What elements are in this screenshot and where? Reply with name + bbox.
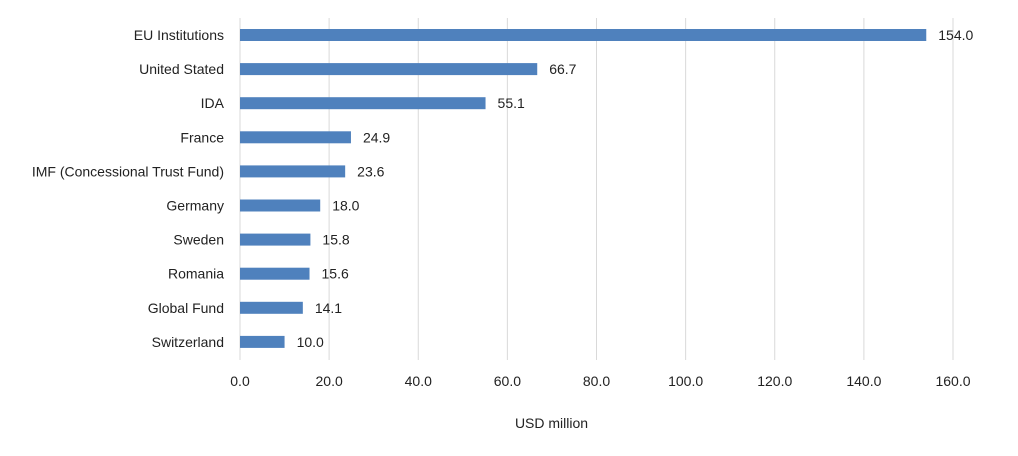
bar	[240, 301, 303, 314]
category-label: France	[180, 129, 224, 145]
data-label: 23.6	[357, 163, 384, 179]
data-label: 15.6	[322, 266, 349, 282]
x-tick-label: 0.0	[230, 373, 250, 389]
category-label: Sweden	[173, 232, 224, 248]
category-label: Global Fund	[148, 300, 224, 316]
data-label: 24.9	[363, 129, 390, 145]
bar	[240, 199, 321, 212]
x-axis-title: USD million	[515, 415, 588, 431]
category-labels: EU Institutions United Stated IDA France IMF…	[32, 27, 225, 350]
x-tick-label: 60.0	[494, 373, 521, 389]
bar	[240, 97, 486, 110]
bar	[240, 63, 538, 76]
category-label: Romania	[168, 266, 224, 282]
category-label: IDA	[201, 95, 225, 111]
data-labels: 154.0 66.7 55.1 24.9 23.6 18.0 15.8 15.6 14.1 10.…	[297, 27, 974, 350]
x-axis-tick-labels: 0.0 20.0 40.0 60.0 80.0 100.0 120.0 140.0 160.0	[230, 373, 970, 389]
data-label: 55.1	[498, 95, 525, 111]
x-tick-label: 100.0	[668, 373, 703, 389]
data-label: 10.0	[297, 334, 324, 350]
data-label: 18.0	[332, 198, 359, 214]
bars	[240, 29, 927, 348]
x-tick-label: 40.0	[405, 373, 432, 389]
data-label: 154.0	[938, 27, 973, 43]
data-label: 15.8	[322, 232, 349, 248]
x-tick-label: 160.0	[935, 373, 970, 389]
data-label: 66.7	[549, 61, 576, 77]
bar	[240, 267, 310, 280]
x-tick-label: 120.0	[757, 373, 792, 389]
x-tick-label: 140.0	[846, 373, 881, 389]
category-label: Switzerland	[152, 334, 224, 350]
bar	[240, 29, 927, 41]
bar	[240, 165, 346, 178]
bar	[240, 131, 351, 144]
category-label: United Stated	[139, 61, 224, 77]
category-label: EU Institutions	[134, 27, 224, 43]
data-label: 14.1	[315, 300, 342, 316]
x-tick-label: 20.0	[316, 373, 343, 389]
bar	[240, 233, 311, 246]
category-label: Germany	[166, 198, 224, 214]
category-label: IMF (Concessional Trust Fund)	[32, 163, 224, 179]
bar	[240, 335, 285, 348]
x-tick-label: 80.0	[583, 373, 610, 389]
